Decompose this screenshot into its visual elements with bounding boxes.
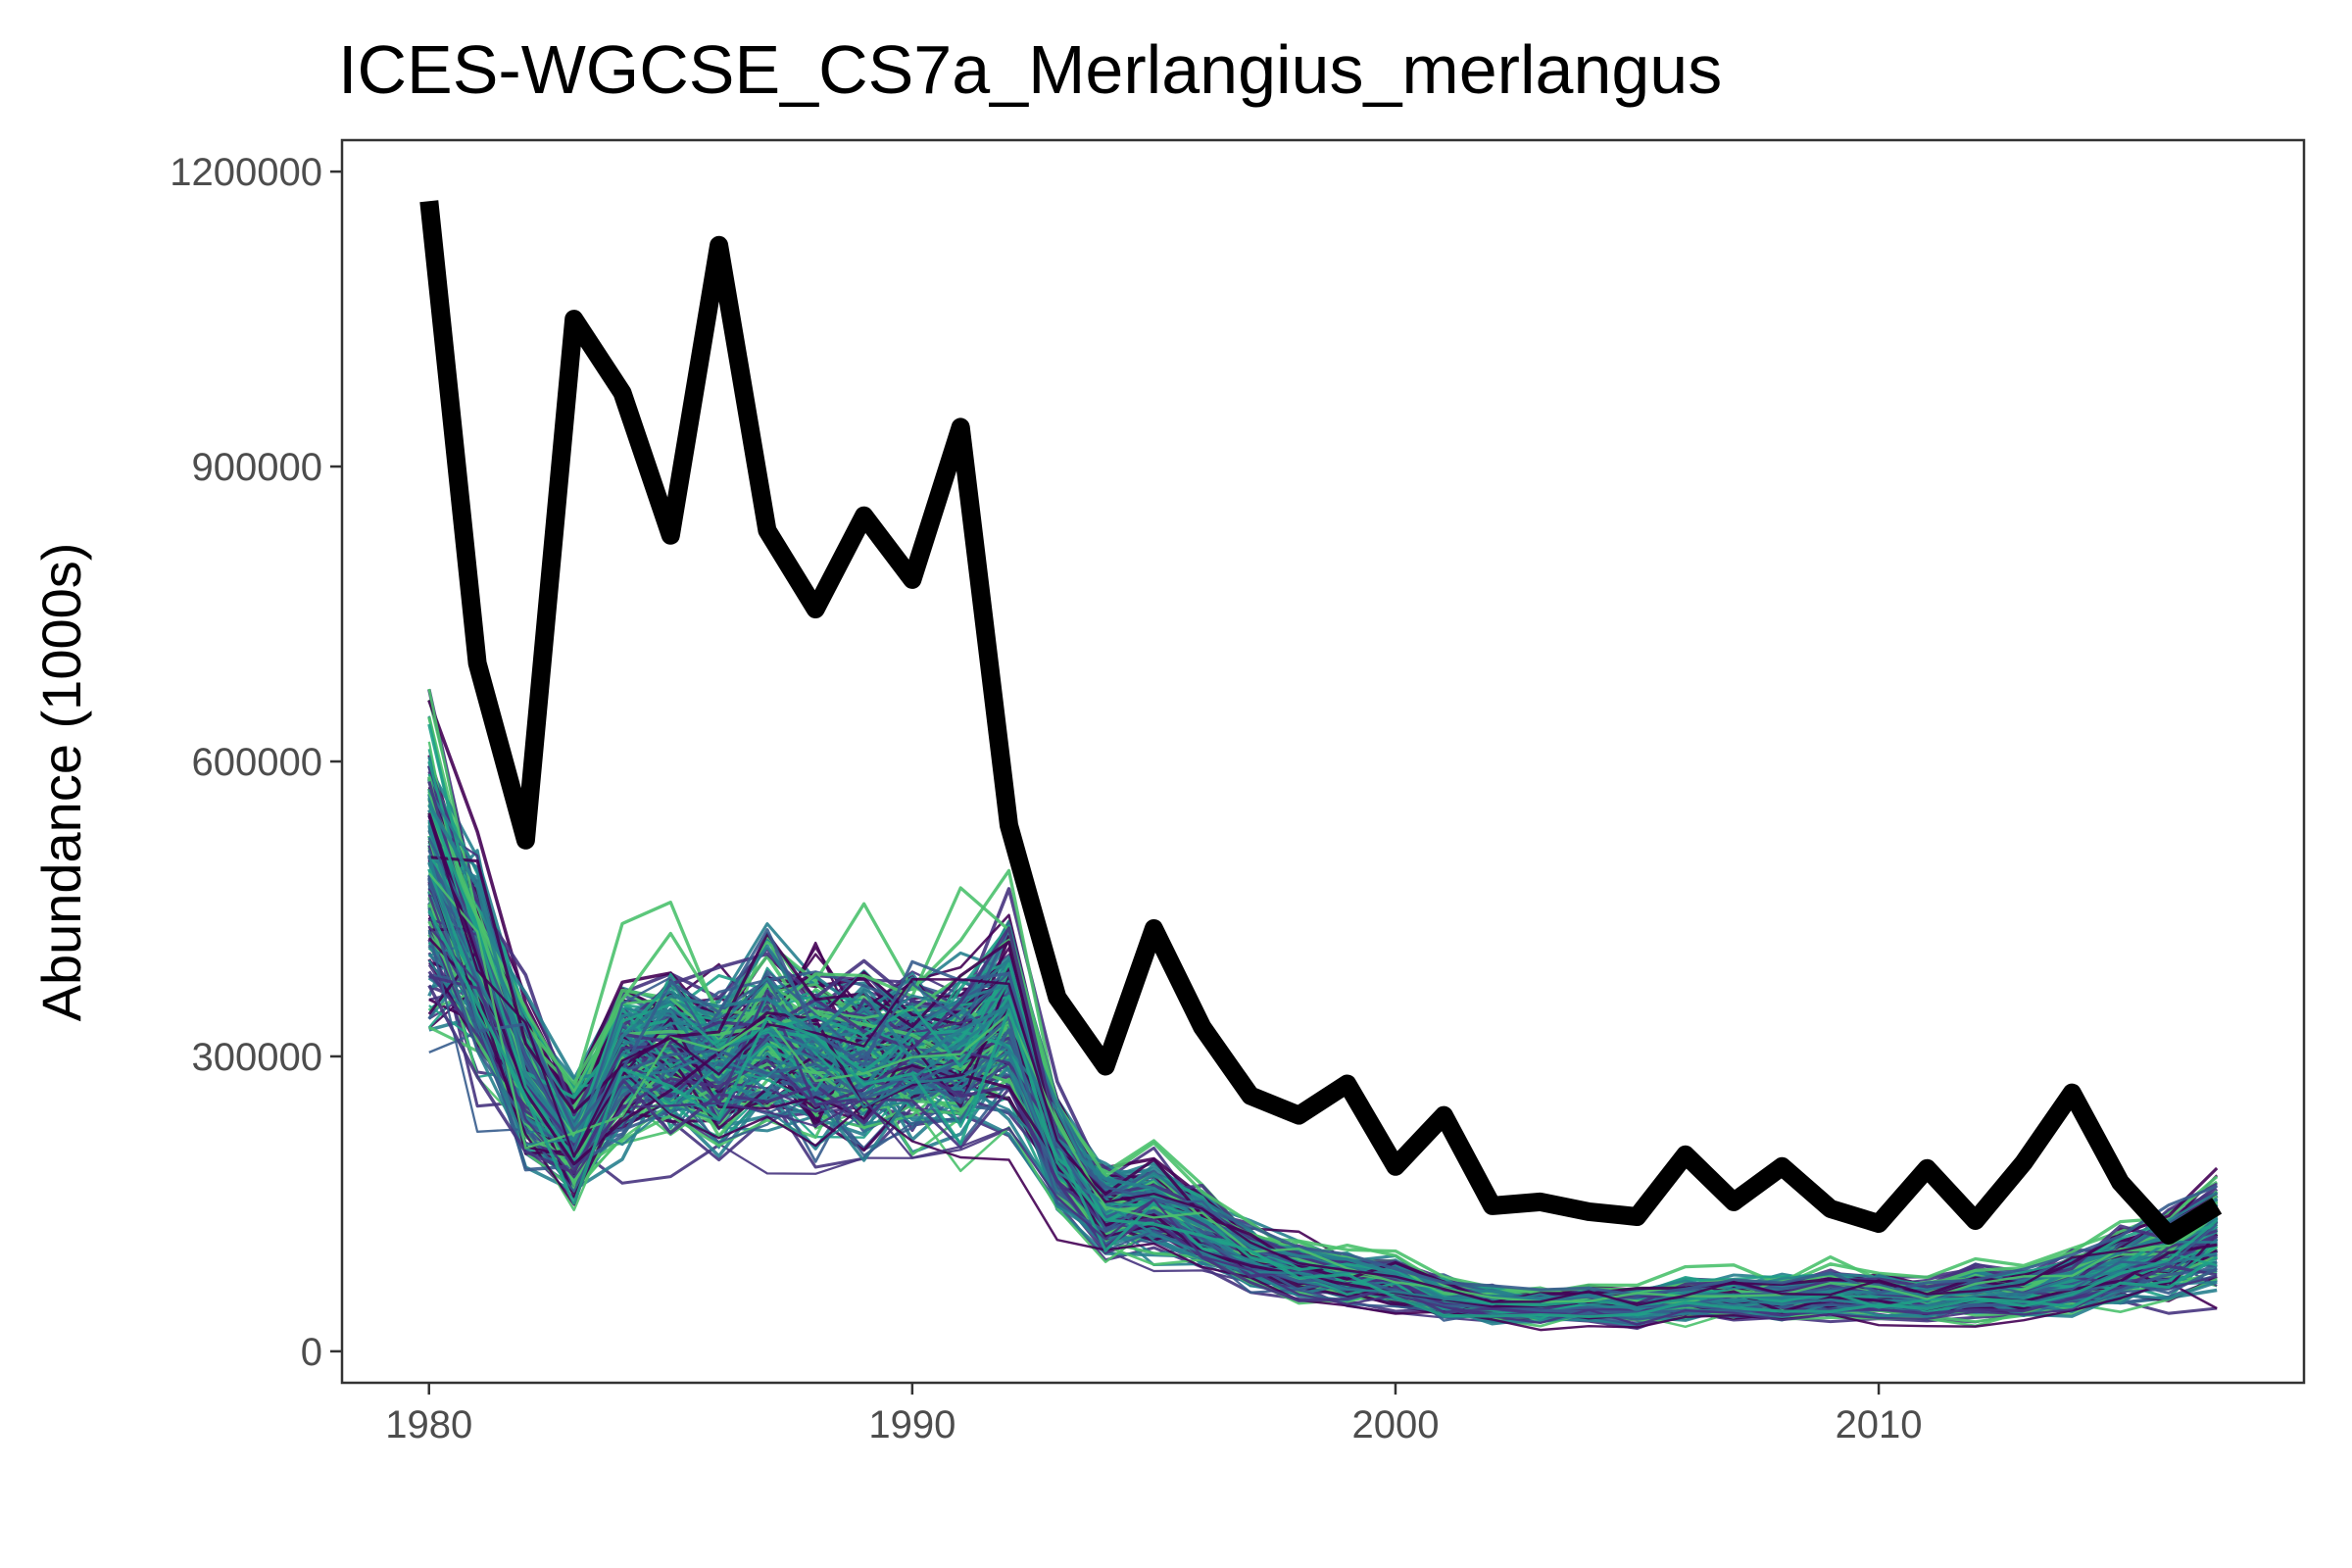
chart-title: ICES-WGCSE_CS7a_Merlangius_merlangus <box>338 31 1722 108</box>
ensemble-line <box>427 689 2219 1300</box>
plot-panel-border <box>340 138 2306 1385</box>
x-tick-label: 1990 <box>868 1403 956 1446</box>
y-axis-label: Abundance (1000s) <box>30 543 92 1022</box>
x-tick-label: 1980 <box>385 1403 472 1446</box>
y-tick-label: 900000 <box>192 446 322 489</box>
x-axis: 1980 1990 2000 2010 <box>385 1383 1923 1446</box>
ensemble-line <box>427 872 2218 1303</box>
ensemble-line <box>427 878 2218 1298</box>
x-tick-label: 2000 <box>1351 1403 1439 1446</box>
ensemble-line <box>427 815 2218 1306</box>
y-tick-label: 300000 <box>192 1036 322 1079</box>
ensemble-line <box>427 909 2219 1318</box>
ensemble-line <box>427 855 2218 1310</box>
ensemble-line <box>427 876 2218 1332</box>
assessment-series <box>419 200 2223 1245</box>
y-tick-label: 0 <box>301 1331 322 1374</box>
ensemble-line <box>427 688 2219 1301</box>
x-tick-label: 2010 <box>1836 1403 1923 1446</box>
assessment-line <box>419 200 2223 1245</box>
y-axis: 0 300000 600000 900000 1200000 <box>170 151 342 1374</box>
y-tick-label: 600000 <box>192 741 322 784</box>
ensemble-lines <box>427 688 2219 1332</box>
y-tick-label: 1200000 <box>170 151 322 194</box>
ensemble-line <box>427 930 2218 1321</box>
